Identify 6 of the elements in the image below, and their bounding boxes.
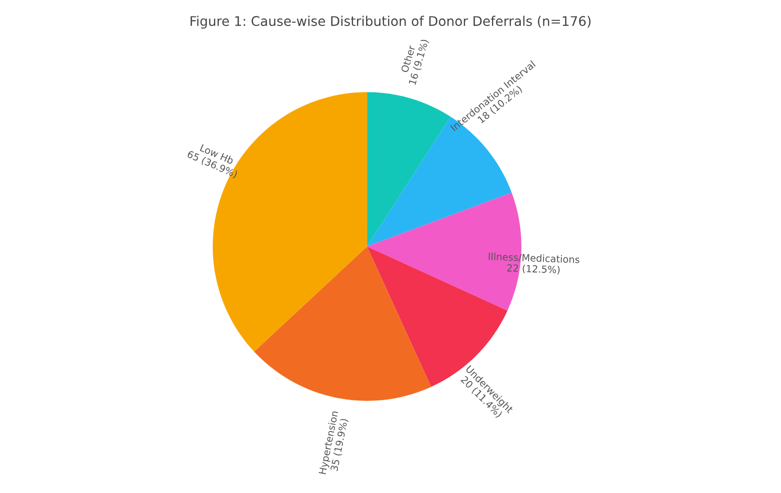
chart-title: Figure 1: Cause-wise Distribution of Donor Deferrals (n=176) xyxy=(190,16,591,29)
slice-label: Other xyxy=(400,44,416,73)
pie-slice xyxy=(254,246,432,401)
slice-label: Illness/Medications xyxy=(488,252,580,264)
pie-slice xyxy=(367,92,451,246)
data-label: 22 (12.5%) xyxy=(507,264,560,275)
